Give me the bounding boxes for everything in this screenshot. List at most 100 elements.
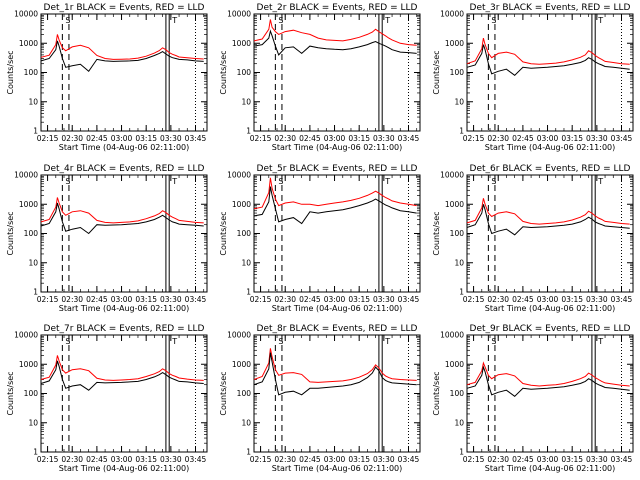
chart-6-annotation-s: S bbox=[491, 177, 496, 186]
chart-2-ytick-label: 10 bbox=[241, 97, 251, 106]
chart-8-x-axis-label: Start Time (04-Aug-06 02:11:00) bbox=[272, 464, 403, 473]
chart-4-title: Det_4r BLACK = Events, RED = LLD bbox=[44, 164, 205, 174]
chart-8-annotation-t: T bbox=[384, 337, 390, 346]
chart-1-ytick-label: 10000 bbox=[14, 10, 38, 19]
chart-1-y-axis-label: Counts/sec bbox=[6, 50, 15, 94]
chart-6-xtick-label: 02:45 bbox=[512, 295, 534, 304]
chart-4-ytick-label: 10000 bbox=[14, 171, 38, 180]
chart-1-ytick-label: 1000 bbox=[19, 39, 38, 48]
chart-3-xtick-label: 03:15 bbox=[561, 134, 583, 143]
chart-4-plot-frame bbox=[40, 174, 208, 293]
chart-8-ytick-label: 100 bbox=[237, 389, 252, 398]
chart-7: Det_7r BLACK = Events, RED = LLD 1 10 100 10… bbox=[6, 324, 208, 473]
chart-5-annotation-t: T bbox=[384, 177, 390, 186]
chart-5-plot-frame bbox=[253, 174, 421, 293]
chart-7-title: Det_7r BLACK = Events, RED = LLD bbox=[44, 324, 205, 334]
chart-5-xtick-label: 02:45 bbox=[299, 295, 321, 304]
chart-3-ytick-label: 1000 bbox=[445, 39, 464, 48]
chart-4-annotation-s: S bbox=[65, 177, 70, 186]
chart-2-series-lld-line bbox=[253, 19, 417, 46]
chart-7-xtick-label: 03:15 bbox=[135, 455, 157, 464]
chart-9-ytick-label: 100 bbox=[450, 389, 465, 398]
chart-5-annotation-s: S bbox=[278, 177, 283, 186]
chart-1-xtick-label: 02:15 bbox=[37, 134, 59, 143]
chart-9-xtick-label: 02:45 bbox=[512, 455, 534, 464]
chart-9-title: Det_9r BLACK = Events, RED = LLD bbox=[470, 324, 631, 334]
chart-5-series-events-line bbox=[253, 186, 417, 225]
chart-1-plot-frame bbox=[40, 13, 208, 132]
chart-8-xtick-label: 03:45 bbox=[398, 455, 420, 464]
chart-1-xtick-label: 03:00 bbox=[111, 134, 133, 143]
chart-3-plot-frame bbox=[466, 13, 634, 132]
chart-9-annotation-t: T bbox=[597, 337, 603, 346]
chart-4-xtick-label: 03:15 bbox=[135, 295, 157, 304]
chart-3-xtick-label: 03:45 bbox=[611, 134, 633, 143]
chart-1-x-axis-label: Start Time (04-Aug-06 02:11:00) bbox=[59, 143, 190, 152]
chart-8-title: Det_8r BLACK = Events, RED = LLD bbox=[257, 324, 418, 334]
chart-1-ytick-label: 1 bbox=[33, 127, 38, 136]
chart-3-title: Det_3r BLACK = Events, RED = LLD bbox=[470, 3, 631, 13]
chart-5-series-lld-line bbox=[253, 177, 417, 210]
chart-6-ytick-label: 1000 bbox=[445, 200, 464, 209]
chart-4: Det_4r BLACK = Events, RED = LLD 1 10 100 10… bbox=[6, 164, 208, 313]
chart-3-x-axis-label: Start Time (04-Aug-06 02:11:00) bbox=[485, 143, 616, 152]
chart-4-xtick-label: 02:15 bbox=[37, 295, 59, 304]
chart-6-xtick-label: 02:15 bbox=[463, 295, 485, 304]
chart-2-plot-frame bbox=[253, 13, 421, 132]
chart-7-ytick-label: 10000 bbox=[14, 331, 38, 340]
chart-3-xtick-label: 03:00 bbox=[537, 134, 559, 143]
chart-2-ytick-label: 1000 bbox=[232, 39, 251, 48]
chart-7-annotation-s: S bbox=[65, 337, 70, 346]
chart-2-xtick-label: 03:30 bbox=[373, 134, 395, 143]
chart-8-xtick-label: 02:30 bbox=[274, 455, 296, 464]
chart-8-xtick-label: 03:30 bbox=[373, 455, 395, 464]
chart-6-xtick-label: 03:30 bbox=[586, 295, 608, 304]
chart-5-xtick-label: 02:30 bbox=[274, 295, 296, 304]
chart-2: Det_2r BLACK = Events, RED = LLD 1 10 100 10… bbox=[219, 3, 421, 152]
chart-7-plot-frame bbox=[40, 334, 208, 453]
chart-7-series-lld-line bbox=[40, 355, 204, 381]
chart-9-plot-frame bbox=[466, 334, 634, 453]
chart-2-xtick-label: 03:00 bbox=[324, 134, 346, 143]
chart-3-ytick-label: 10 bbox=[454, 97, 464, 106]
chart-6-xtick-label: 02:30 bbox=[487, 295, 509, 304]
chart-8-ytick-label: 10000 bbox=[227, 331, 251, 340]
chart-7-xtick-label: 02:15 bbox=[37, 455, 59, 464]
chart-1-series-events-line bbox=[40, 40, 204, 73]
chart-4-ytick-label: 1 bbox=[33, 288, 38, 297]
chart-4-xtick-label: 03:45 bbox=[185, 295, 207, 304]
chart-3-ytick-label: 100 bbox=[450, 68, 465, 77]
chart-5-xtick-label: 03:00 bbox=[324, 295, 346, 304]
chart-1-xtick-label: 03:15 bbox=[135, 134, 157, 143]
chart-5-xtick-label: 03:45 bbox=[398, 295, 420, 304]
chart-2-xtick-label: 02:15 bbox=[250, 134, 272, 143]
chart-1-ytick-label: 100 bbox=[24, 68, 39, 77]
chart-6-ytick-label: 10000 bbox=[440, 171, 464, 180]
chart-7-xtick-label: 03:00 bbox=[111, 455, 133, 464]
chart-3-xtick-label: 02:15 bbox=[463, 134, 485, 143]
chart-8-ytick-label: 1000 bbox=[232, 360, 251, 369]
chart-8-ytick-label: 1 bbox=[246, 448, 251, 457]
chart-9-x-axis-label: Start Time (04-Aug-06 02:11:00) bbox=[485, 464, 616, 473]
chart-7-ytick-label: 10 bbox=[28, 418, 38, 427]
chart-2-xtick-label: 03:15 bbox=[348, 134, 370, 143]
chart-6-series-lld-line bbox=[466, 198, 630, 225]
chart-2-xtick-label: 02:45 bbox=[299, 134, 321, 143]
chart-2-ytick-label: 100 bbox=[237, 68, 252, 77]
chart-7-ytick-label: 100 bbox=[24, 389, 39, 398]
chart-7-y-axis-label: Counts/sec bbox=[6, 371, 15, 415]
chart-4-x-axis-label: Start Time (04-Aug-06 02:11:00) bbox=[59, 304, 190, 313]
chart-4-xtick-label: 02:45 bbox=[86, 295, 108, 304]
chart-3-series-lld-line bbox=[466, 37, 630, 65]
chart-5-ytick-label: 10000 bbox=[227, 171, 251, 180]
chart-8: Det_8r BLACK = Events, RED = LLD 1 10 100 10… bbox=[219, 324, 421, 473]
chart-8-xtick-label: 02:15 bbox=[250, 455, 272, 464]
chart-8-ytick-label: 10 bbox=[241, 418, 251, 427]
chart-1-xtick-label: 03:45 bbox=[185, 134, 207, 143]
chart-7-x-axis-label: Start Time (04-Aug-06 02:11:00) bbox=[59, 464, 190, 473]
chart-2-ytick-label: 10000 bbox=[227, 10, 251, 19]
chart-9-xtick-label: 02:30 bbox=[487, 455, 509, 464]
chart-9-xtick-label: 03:00 bbox=[537, 455, 559, 464]
chart-6-xtick-label: 03:45 bbox=[611, 295, 633, 304]
